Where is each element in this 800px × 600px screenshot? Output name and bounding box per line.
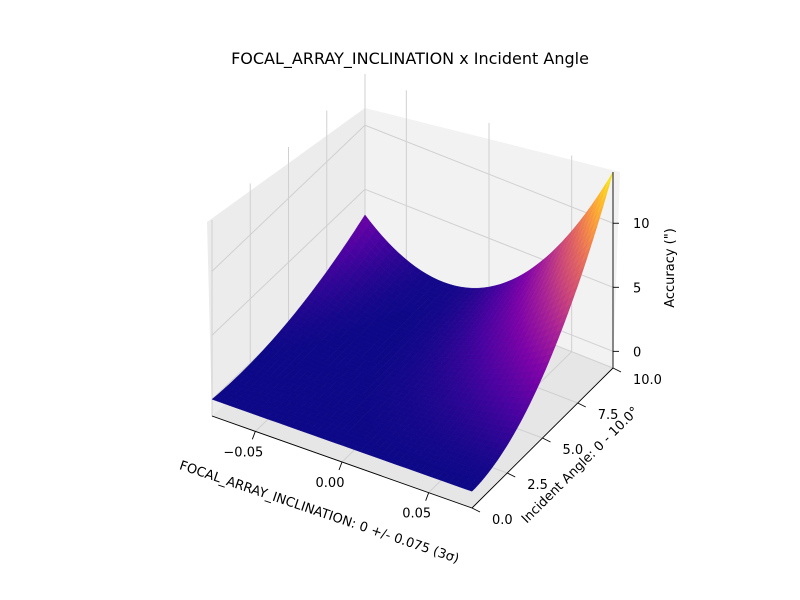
x-tick-label: 0.05 — [402, 507, 431, 522]
surface-plot — [211, 171, 614, 492]
y-tick-label: 0.0 — [492, 513, 513, 528]
x-tick-label: 0.00 — [316, 476, 345, 491]
x-tick-mark — [338, 461, 343, 471]
y-tick-label: 10.0 — [633, 373, 662, 388]
z-tick-label: 10 — [633, 217, 650, 232]
x-tick-mark — [425, 492, 430, 501]
y-tick-mark — [542, 437, 551, 443]
y-tick-label: 7.5 — [598, 408, 619, 423]
y-tick-mark — [471, 507, 481, 513]
axes: −0.05 0.00 0.05 0.0 2.5 5.0 7.5 10.0 0 5 10 — [211, 172, 662, 528]
y-tick-mark — [612, 367, 622, 373]
grid-line-z-back — [364, 124, 614, 224]
grid-line-z-side — [211, 188, 366, 336]
chart-title: FOCAL_ARRAY_INCLINATION x Incident Angle — [231, 49, 589, 69]
y-tick-label: 2.5 — [527, 478, 548, 493]
y-tick-label: 5.0 — [563, 443, 584, 458]
y-tick-mark — [577, 402, 586, 408]
z-axis-label: Accuracy (") — [663, 228, 678, 308]
x-tick-mark — [251, 431, 256, 440]
side-pane — [207, 108, 365, 416]
surface-patch — [465, 485, 476, 492]
y-tick-mark — [507, 472, 516, 478]
z-tick-label: 0 — [633, 345, 641, 360]
grid-line-z-side — [211, 124, 366, 272]
x-tick-label: −0.05 — [223, 445, 263, 460]
z-tick-label: 5 — [633, 281, 641, 296]
